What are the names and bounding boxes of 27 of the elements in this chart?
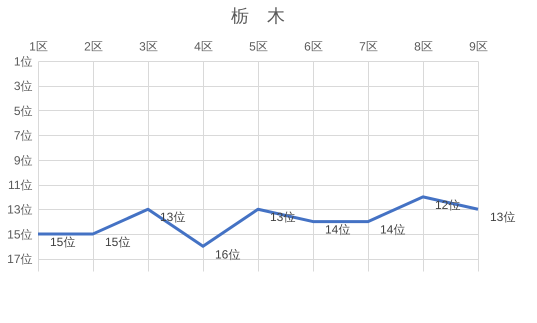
line-series: [36, 195, 480, 248]
x-tick-label: 1区: [29, 40, 48, 54]
y-tick-label: 5位: [14, 104, 32, 118]
x-tick-label: 5区: [249, 40, 268, 54]
x-tick-label: 4区: [194, 40, 213, 54]
x-tick-label: 6区: [304, 40, 323, 54]
data-label: 15位: [50, 234, 76, 249]
y-tick-label: 7位: [14, 128, 32, 143]
y-tick-label: 11位: [8, 178, 32, 192]
y-tick-label: 1位: [14, 54, 32, 68]
y-tick-label: 15位: [7, 227, 32, 242]
x-tick-label: 7区: [359, 40, 378, 54]
data-label: 13位: [490, 210, 516, 224]
y-tick-label: 13位: [7, 202, 32, 217]
data-label: 14位: [325, 222, 350, 237]
data-label: 16位: [215, 247, 240, 262]
chart-title: 栃 木: [231, 6, 285, 26]
y-tick-label: 9位: [14, 153, 32, 168]
x-tick-label: 2区: [84, 40, 103, 54]
y-tick-label: 17位: [7, 252, 32, 266]
data-label: 15位: [105, 234, 130, 249]
data-label: 13位: [160, 210, 186, 224]
x-tick-label: 3区: [139, 40, 158, 54]
x-tick-label: 8区: [414, 40, 433, 54]
x-tick-label: 9区: [469, 40, 488, 54]
y-tick-label: 3位: [14, 79, 32, 94]
data-label: 14位: [380, 222, 406, 237]
